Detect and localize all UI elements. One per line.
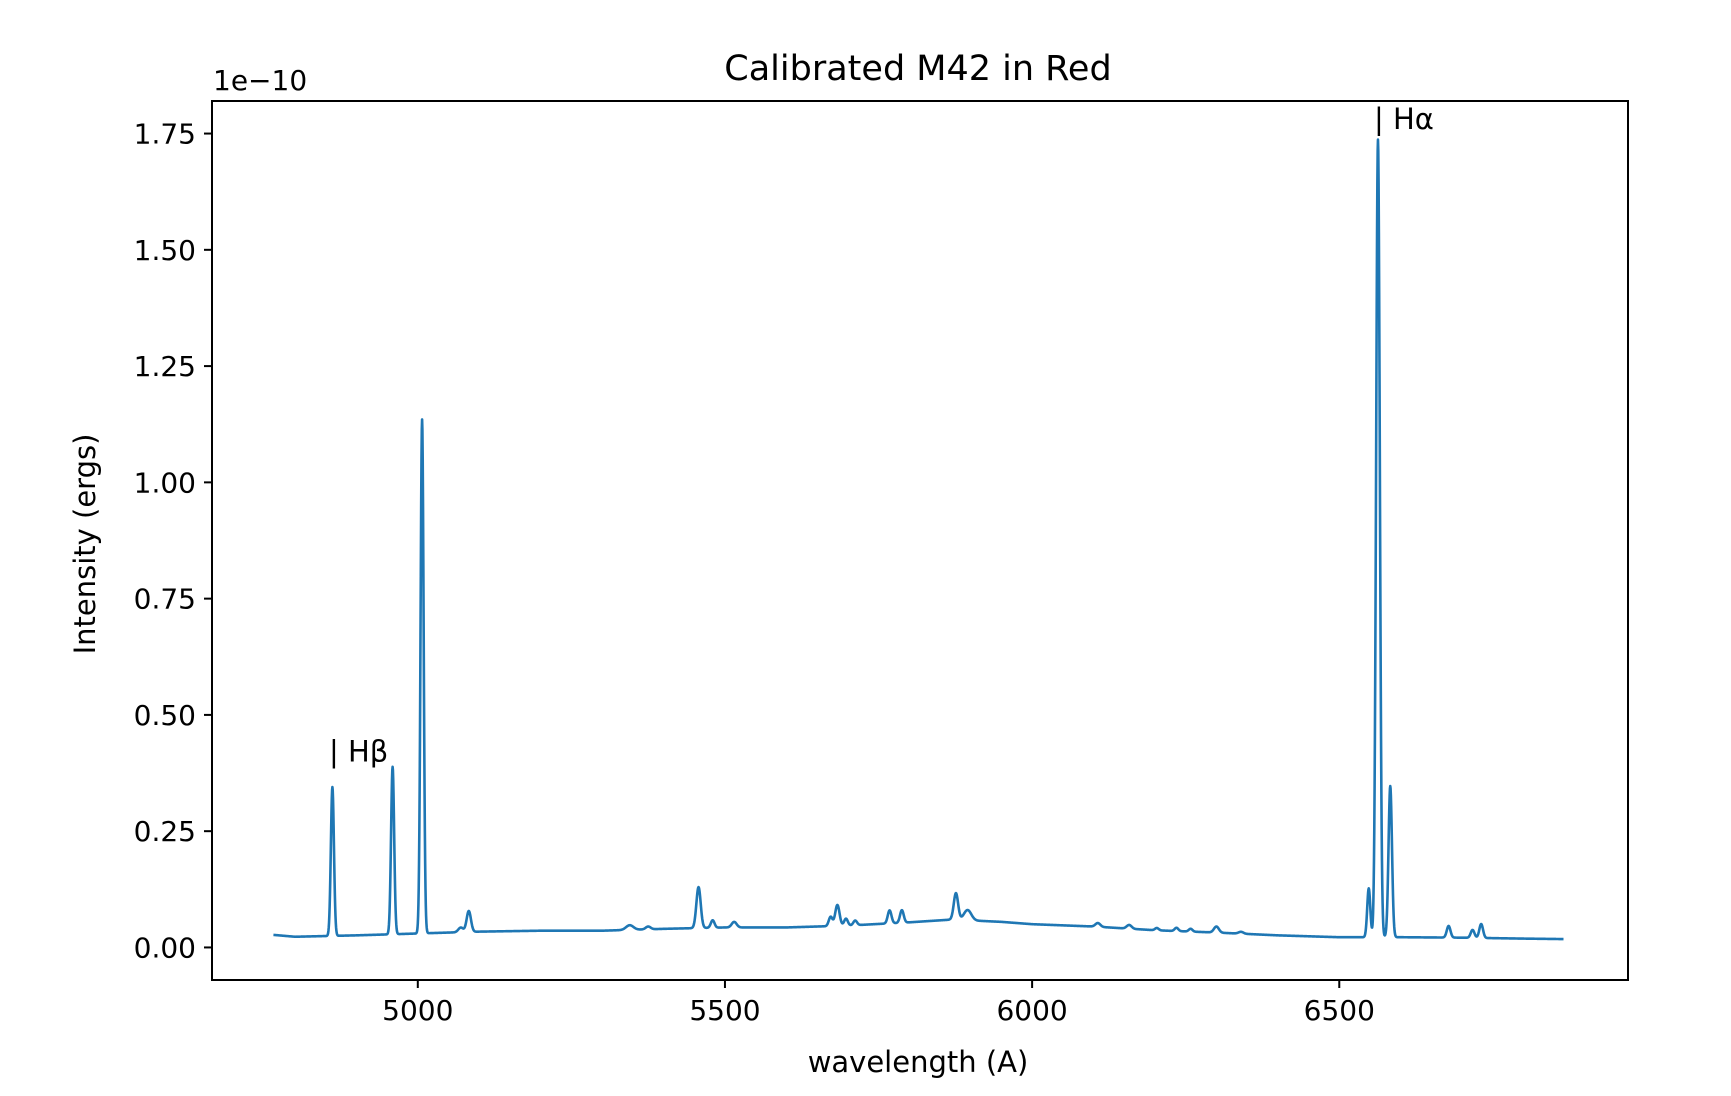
x-tick-label: 5500 [689, 994, 760, 1027]
y-axis-offset-text: 1e−10 [213, 64, 307, 97]
y-tick-label: 0.75 [134, 583, 196, 616]
line-annotation: | Hβ [329, 734, 388, 768]
x-tick-label: 5000 [382, 994, 453, 1027]
x-tick-label: 6000 [996, 994, 1067, 1027]
y-tick-label: 0.00 [134, 931, 196, 964]
ticks-layer: 5000 5500 6000 6500 0.00 0.25 0.50 0.75 1.00 1.25… [134, 118, 1375, 1027]
line-annotation: | Hα [1374, 102, 1434, 136]
y-tick-label: 1.00 [134, 466, 196, 499]
y-tick-label: 1.25 [134, 350, 196, 383]
x-tick-label: 6500 [1304, 994, 1375, 1027]
y-tick-label: 0.50 [134, 699, 196, 732]
y-tick-label: 0.25 [134, 815, 196, 848]
plot-frame [211, 100, 1629, 981]
y-tick-label: 1.75 [134, 118, 196, 151]
y-tick-label: 1.50 [134, 234, 196, 267]
spectrum-line-0 [272, 138, 1565, 941]
plot-area [272, 138, 1565, 941]
annotations-layer: | Hβ | Hα [329, 102, 1434, 769]
chart-title: Calibrated M42 in Red [724, 49, 1111, 89]
x-axis-label: wavelength (A) [808, 1045, 1029, 1079]
y-axis-label: Intensity (ergs) [68, 434, 102, 655]
